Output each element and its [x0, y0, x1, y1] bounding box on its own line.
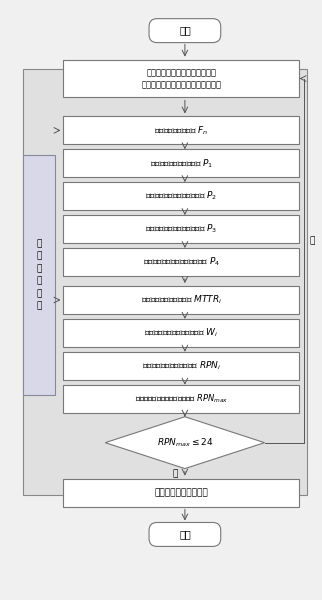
Text: 是: 是 [309, 236, 315, 245]
Text: 由轴瓦金属温度信号确定系数 $P_2$: 由轴瓦金属温度信号确定系数 $P_2$ [145, 190, 218, 202]
Bar [63, 149, 299, 177]
Bar [63, 479, 299, 506]
Bar [63, 319, 299, 347]
Text: 由轴承回油温度信号确定系数 $P_3$: 由轴承回油温度信号确定系数 $P_3$ [145, 223, 218, 235]
Bar [63, 59, 299, 97]
Text: 计算轴承的安全风险排序数 $RPN_i$: 计算轴承的安全风险排序数 $RPN_i$ [142, 359, 221, 372]
Text: 确定轴承的最大安全风险排序数 $RPN_{max}$: 确定轴承的最大安全风险排序数 $RPN_{max}$ [135, 392, 228, 405]
FancyBboxPatch shape [149, 523, 221, 547]
Text: 由转子振动信号确定系数 $P_1$: 由转子振动信号确定系数 $P_1$ [150, 157, 213, 170]
Text: 输入转子振动、轴瓦金属温度、
轴承回油温度和润滑油压力的监视值: 输入转子振动、轴瓦金属温度、 轴承回油温度和润滑油压力的监视值 [141, 68, 222, 89]
Text: 由轴承润滑油压力信号确定系数 $P_4$: 由轴承润滑油压力信号确定系数 $P_4$ [143, 256, 220, 268]
Text: 计算轴承的平均检修时间 $MTTR_i$: 计算轴承的平均检修时间 $MTTR_i$ [141, 294, 222, 306]
Text: 计算轴承的故障概率 $F_n$: 计算轴承的故障概率 $F_n$ [154, 124, 209, 137]
Bar [63, 248, 299, 276]
Text: $RPN_{max}\leq24$: $RPN_{max}\leq24$ [157, 436, 213, 449]
Bar [63, 182, 299, 210]
Bar [63, 286, 299, 314]
Bar [63, 385, 299, 413]
Text: 否: 否 [172, 469, 178, 478]
Text: 历
史
数
据
文
件: 历 史 数 据 文 件 [36, 239, 42, 311]
Text: 开始: 开始 [179, 26, 191, 35]
Bar [63, 116, 299, 145]
Bar [63, 215, 299, 243]
Text: 结束: 结束 [179, 529, 191, 539]
Text: 确定轴承故障后果的权重系数 $W_i$: 确定轴承故障后果的权重系数 $W_i$ [144, 326, 219, 339]
Bar [23, 68, 308, 494]
Polygon shape [105, 417, 265, 469]
Bar [23, 155, 55, 395]
Bar [63, 352, 299, 380]
FancyBboxPatch shape [149, 19, 221, 43]
Text: 打印安全风险控制措施: 打印安全风险控制措施 [155, 488, 208, 497]
